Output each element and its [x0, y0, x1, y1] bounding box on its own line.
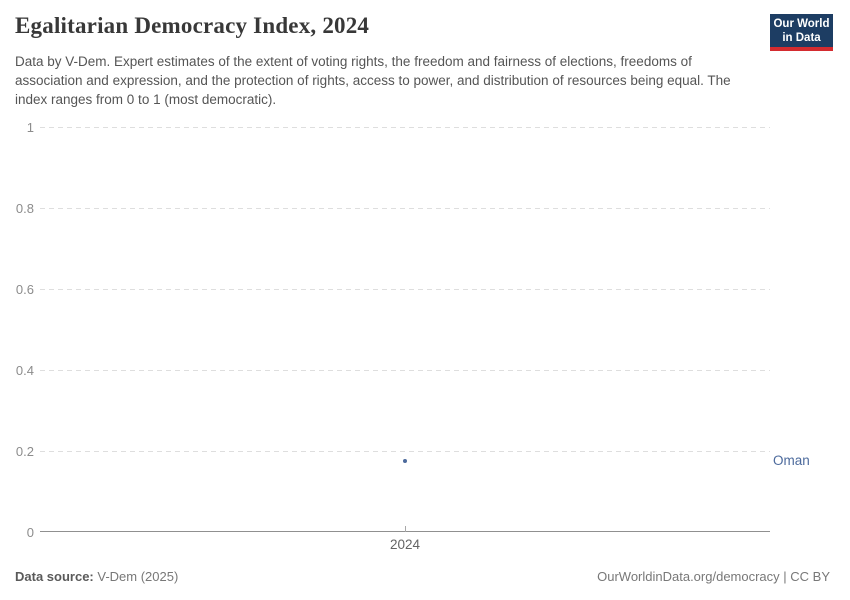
data-source-label: Data source:	[15, 569, 94, 584]
data-source-value-text: V-Dem (2025)	[97, 569, 179, 584]
owid-logo[interactable]: Our World in Data	[770, 14, 833, 51]
owid-logo-line1: Our World	[773, 18, 830, 30]
chart-subtitle: Data by V-Dem. Expert estimates of the e…	[15, 54, 731, 107]
data-source: Data source: V-Dem (2025)	[15, 569, 178, 584]
x-axis-tick-label: 2024	[389, 537, 421, 552]
gridline-y-0.2	[40, 450, 770, 452]
chart-title: Egalitarian Democracy Index, 2024	[15, 13, 370, 38]
y-axis-tick-label-0.2: 0.2	[15, 443, 34, 459]
owid-logo-line2: in Data	[782, 32, 821, 44]
y-axis-tick-label-0.4: 0.4	[15, 362, 34, 378]
attribution-link[interactable]: OurWorldinData.org/democracy | CC BY	[597, 569, 830, 584]
y-axis-tick-label-0.8: 0.8	[15, 200, 34, 216]
gridline-y-0.6	[40, 288, 770, 290]
owid-logo-stripe	[770, 47, 833, 51]
plot-area: 0 0.2 0.4 0.6 0.8 1 2024 Oman	[16, 120, 810, 553]
data-point-oman[interactable]	[403, 459, 407, 464]
owid-logo-box: Our World in Data	[770, 14, 833, 47]
chart-footer: Data source: V-Dem (2025) OurWorldinData…	[15, 569, 830, 584]
y-axis-tick-label-0.6: 0.6	[15, 281, 34, 297]
gridline-y-1	[40, 126, 770, 128]
y-axis-tick-label-1: 1	[26, 119, 34, 135]
gridline-y-0.4	[40, 369, 770, 371]
x-axis-tick-mark	[404, 526, 406, 532]
entity-label-oman[interactable]: Oman	[773, 453, 810, 469]
gridline-y-0.8	[40, 207, 770, 209]
y-axis-tick-label-0: 0	[26, 524, 34, 540]
